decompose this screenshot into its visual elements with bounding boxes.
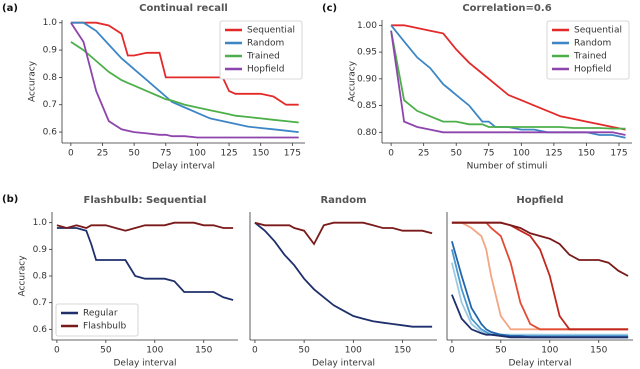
x-axis-label: Number of stimuli — [467, 162, 548, 172]
x-tick-label: 50 — [298, 346, 310, 356]
chart-title: Correlation=0.6 — [462, 3, 551, 14]
x-tick-label: 100 — [146, 346, 163, 356]
x-tick-label: 100 — [189, 149, 206, 159]
y-tick-label: 0.95 — [357, 48, 377, 58]
x-axis-label: Delay interval — [312, 359, 375, 369]
series-line — [56, 221, 234, 232]
x-tick-label: 100 — [541, 346, 558, 356]
x-tick-label: 100 — [513, 149, 530, 159]
chart-title: Hopfield — [516, 195, 563, 206]
x-tick-label: 150 — [252, 149, 269, 159]
series-line — [451, 294, 629, 339]
legend-label: Sequential — [574, 26, 622, 36]
x-tick-label: 150 — [578, 149, 595, 159]
y-tick-label: 0.7 — [43, 100, 57, 110]
x-tick-label: 125 — [220, 149, 237, 159]
legend-label: Trained — [573, 52, 607, 62]
series-line — [56, 227, 234, 301]
x-tick-label: 150 — [394, 346, 411, 356]
legend-box — [546, 20, 630, 80]
series-line — [70, 22, 299, 139]
legend-label: Random — [574, 39, 611, 49]
x-tick-label: 50 — [128, 149, 140, 159]
y-axis-label: Accuracy — [18, 255, 28, 297]
series-line — [451, 221, 629, 277]
panel-label: (b) — [2, 194, 18, 205]
x-axis-label: Delay interval — [509, 359, 572, 369]
y-tick-label: 1.0 — [33, 218, 48, 228]
series-line — [254, 221, 433, 246]
x-tick-label: 100 — [345, 346, 362, 356]
chart-title: Flashbulb: Sequential — [84, 195, 207, 206]
legend-label: Flashbulb — [83, 322, 127, 332]
series-line — [451, 221, 629, 331]
series-line — [390, 30, 626, 130]
x-tick-label: 0 — [68, 149, 74, 159]
chart-title: Random — [320, 195, 366, 206]
panel-label: (a) — [2, 3, 18, 14]
y-tick-label: 0.7 — [33, 298, 47, 308]
legend-box — [219, 20, 303, 80]
legend-label: Hopfield — [574, 65, 611, 75]
x-tick-label: 50 — [495, 346, 507, 356]
y-tick-label: 0.90 — [357, 74, 377, 84]
legend-label: Sequential — [247, 26, 295, 36]
series-line — [254, 221, 433, 328]
series-line — [391, 24, 626, 131]
series-line — [390, 30, 626, 136]
y-tick-label: 0.80 — [357, 128, 377, 138]
x-axis-label: Delay interval — [114, 359, 177, 369]
x-tick-label: 150 — [590, 346, 607, 356]
x-tick-label: 50 — [100, 346, 112, 356]
y-tick-label: 0.8 — [33, 272, 48, 282]
series-line — [451, 262, 629, 336]
series-line — [70, 41, 299, 124]
x-tick-label: 25 — [97, 149, 108, 159]
x-tick-label: 25 — [418, 149, 429, 159]
legend-label: Trained — [246, 52, 280, 62]
x-tick-label: 150 — [195, 346, 212, 356]
y-axis-label: Accuracy — [348, 60, 358, 102]
x-tick-label: 0 — [54, 346, 60, 356]
x-tick-label: 0 — [449, 346, 455, 356]
chart-title: Continual recall — [139, 3, 228, 14]
series-line — [451, 221, 629, 331]
x-axis-label: Delay interval — [152, 162, 215, 172]
series-line — [70, 21, 299, 106]
series-line — [451, 249, 629, 337]
x-tick-label: 75 — [160, 149, 171, 159]
panel-label: (c) — [322, 3, 337, 14]
y-tick-label: 0.9 — [33, 245, 48, 255]
y-tick-label: 0.6 — [33, 325, 48, 335]
y-tick-label: 1.0 — [43, 18, 58, 28]
y-tick-label: 0.9 — [43, 46, 58, 56]
series-line — [451, 221, 629, 331]
x-tick-label: 175 — [610, 149, 627, 159]
x-tick-label: 175 — [284, 149, 301, 159]
y-tick-label: 0.6 — [43, 128, 58, 138]
legend-label: Hopfield — [247, 65, 284, 75]
legend-label: Random — [247, 39, 284, 49]
series-line — [451, 241, 629, 339]
series-line — [70, 21, 299, 133]
y-axis-label: Accuracy — [28, 60, 38, 102]
x-tick-label: 0 — [388, 149, 394, 159]
x-tick-label: 0 — [252, 346, 258, 356]
x-tick-label: 125 — [545, 149, 562, 159]
x-tick-label: 75 — [483, 149, 494, 159]
x-tick-label: 50 — [450, 149, 462, 159]
y-tick-label: 0.85 — [357, 101, 377, 111]
y-tick-label: 0.8 — [43, 73, 58, 83]
y-tick-label: 1.00 — [357, 21, 377, 31]
legend-label: Regular — [83, 309, 118, 319]
